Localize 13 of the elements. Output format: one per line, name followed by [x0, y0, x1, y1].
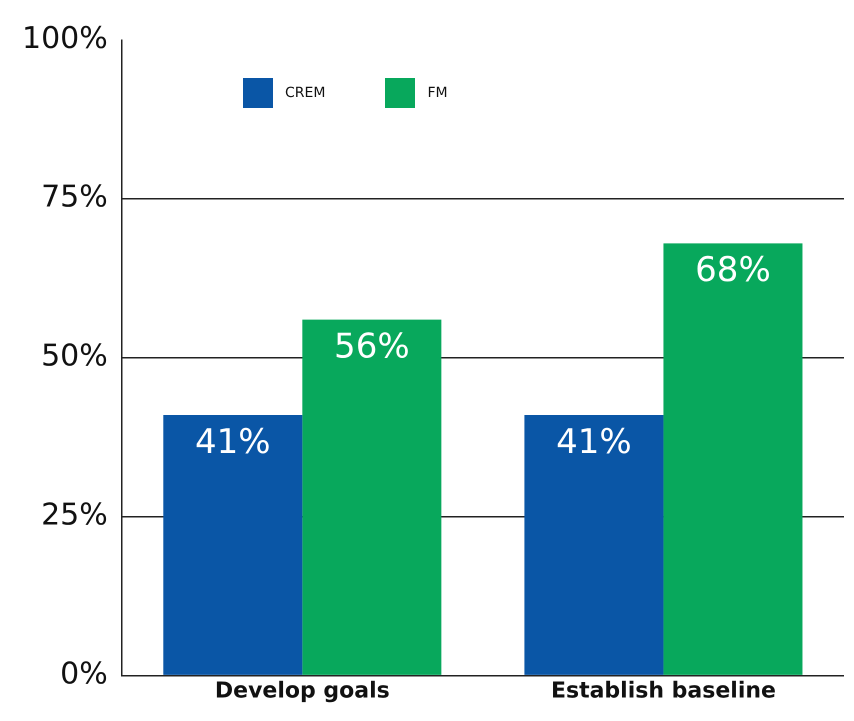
y-tick-label: 25% [41, 497, 108, 532]
y-tick-label: 0% [60, 656, 108, 692]
y-tick-label: 100% [22, 20, 108, 56]
text: 41% [556, 422, 632, 462]
y-tick-label: 75% [41, 180, 108, 215]
x-tick-label: Establish baseline [550, 678, 776, 704]
legend-label: FM [427, 85, 448, 101]
text: 56% [334, 326, 410, 366]
legend-label: CREM [285, 85, 326, 101]
text: 41% [195, 422, 271, 462]
x-tick-label: Develop goals [214, 678, 390, 704]
text: 68% [695, 250, 771, 290]
y-tick-label: 50% [41, 338, 108, 374]
